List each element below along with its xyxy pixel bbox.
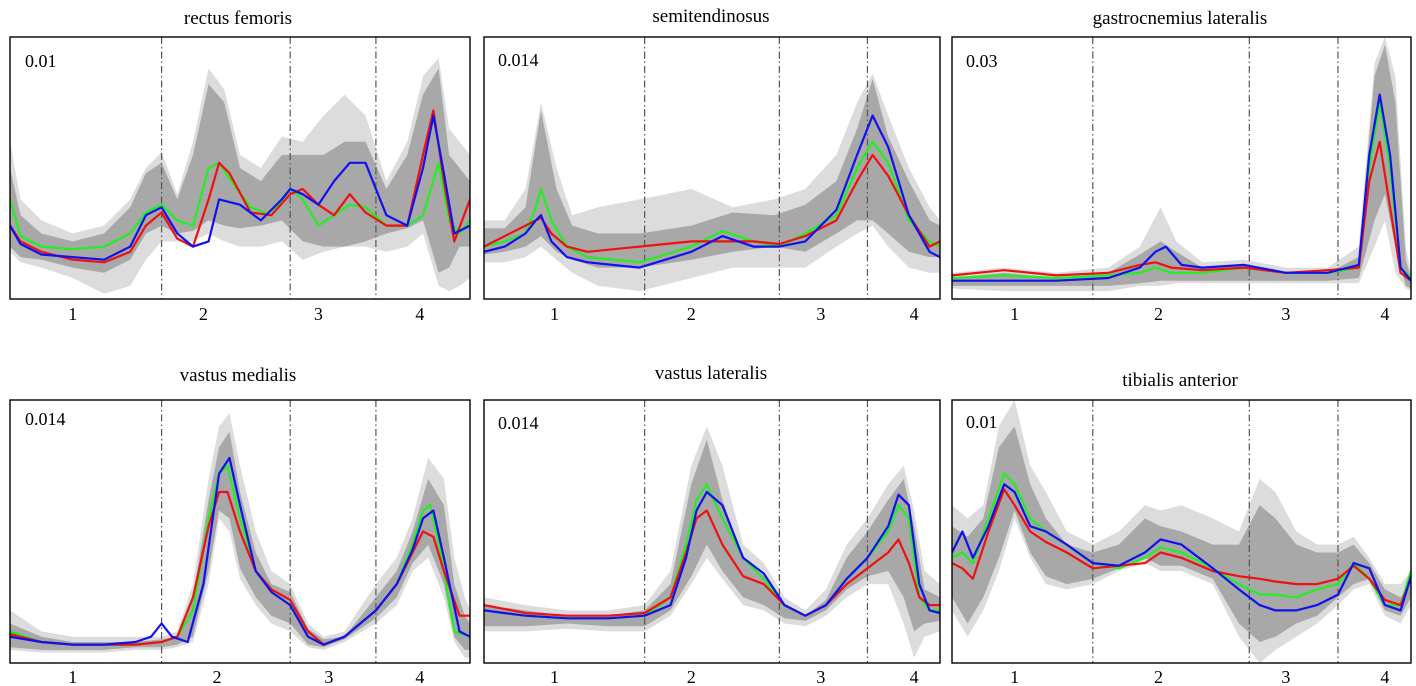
x-tick-label: 2: [1154, 667, 1163, 686]
panel-title: gastrocnemius lateralis: [1093, 8, 1268, 29]
x-tick-label: 4: [415, 667, 424, 686]
series-line-red: [952, 140, 1411, 282]
series-line-red: [10, 109, 470, 264]
panel-title: vastus medialis: [180, 365, 297, 386]
scale-label: 0.014: [25, 409, 66, 429]
plot-frame: [9, 36, 471, 300]
envelope-outer-band: [952, 37, 1411, 292]
x-tick-label: 1: [550, 667, 559, 686]
scale-label: 0.01: [25, 51, 57, 71]
envelope-inner-band: [484, 439, 940, 632]
plot-area: [952, 400, 1411, 663]
panel-rectus-femoris: rectus femoris 0.01 1 2 3 4: [9, 8, 471, 324]
series-line-blue: [484, 114, 940, 269]
x-tick-label: 1: [550, 304, 559, 324]
x-tick-label: 2: [213, 667, 222, 686]
x-tick-label: 2: [199, 304, 208, 324]
plot-area: [10, 400, 470, 663]
x-tick-label: 4: [1380, 667, 1389, 686]
scale-label: 0.014: [498, 413, 539, 433]
x-tick-label: 4: [1380, 304, 1389, 324]
plot-frame: [483, 399, 941, 664]
plot-area: [484, 400, 940, 663]
x-tick-label: 2: [1154, 304, 1163, 324]
panel-tibialis-anterior: tibialis anterior 0.01 1 2 3 4: [951, 370, 1412, 686]
envelope-inner-band: [10, 68, 470, 273]
x-tick-label: 2: [687, 304, 696, 324]
plot-area: [10, 37, 470, 299]
x-tick-label: 1: [1010, 304, 1019, 324]
panel-title: tibialis anterior: [1122, 370, 1238, 391]
plot-area: [484, 37, 940, 299]
panel-title: semitendinosus: [652, 6, 769, 27]
plot-frame: [951, 36, 1412, 300]
x-tick-label: 3: [1281, 667, 1290, 686]
plot-frame: [483, 36, 941, 300]
panel-vastus-medialis: vastus medialis 0.014 1 2 3 4: [9, 365, 471, 686]
envelope-inner-band: [484, 78, 940, 268]
panel-vastus-lateralis: vastus lateralis 0.014 1 2 3 4: [483, 363, 941, 686]
series-line-red: [484, 509, 940, 617]
scale-label: 0.03: [966, 51, 998, 71]
plot-frame: [951, 399, 1412, 664]
envelope-inner-band: [952, 426, 1411, 642]
x-tick-label: 1: [68, 304, 77, 324]
x-tick-label: 4: [415, 304, 424, 324]
panel-title: rectus femoris: [184, 8, 292, 29]
series-line-blue: [10, 114, 470, 261]
series-line-blue: [952, 93, 1411, 282]
envelope-inner-band: [10, 431, 470, 650]
panel-semitendinosus: semitendinosus 0.014 1 2 3 4: [483, 6, 941, 324]
x-tick-label: 1: [1010, 667, 1019, 686]
x-tick-label: 4: [910, 304, 919, 324]
plot-area: [952, 37, 1411, 299]
series-line-blue: [952, 483, 1411, 612]
x-tick-label: 3: [816, 304, 825, 324]
x-tick-label: 2: [687, 667, 696, 686]
x-tick-label: 1: [68, 667, 77, 686]
scale-label: 0.014: [498, 50, 539, 70]
series-line-blue: [484, 490, 940, 620]
x-tick-label: 3: [314, 304, 323, 324]
panel-gastrocnemius-lateralis: gastrocnemius lateralis 0.03 1 2 3 4: [951, 8, 1412, 324]
series-line-green: [10, 161, 470, 251]
panel-title: vastus lateralis: [655, 363, 767, 384]
scale-label: 0.01: [966, 412, 998, 432]
plot-frame: [9, 399, 471, 664]
x-tick-label: 3: [1281, 304, 1290, 324]
x-tick-label: 3: [816, 667, 825, 686]
x-tick-label: 4: [910, 667, 919, 686]
series-line-green: [484, 140, 940, 264]
x-tick-label: 3: [324, 667, 333, 686]
series-line-blue: [10, 456, 470, 646]
